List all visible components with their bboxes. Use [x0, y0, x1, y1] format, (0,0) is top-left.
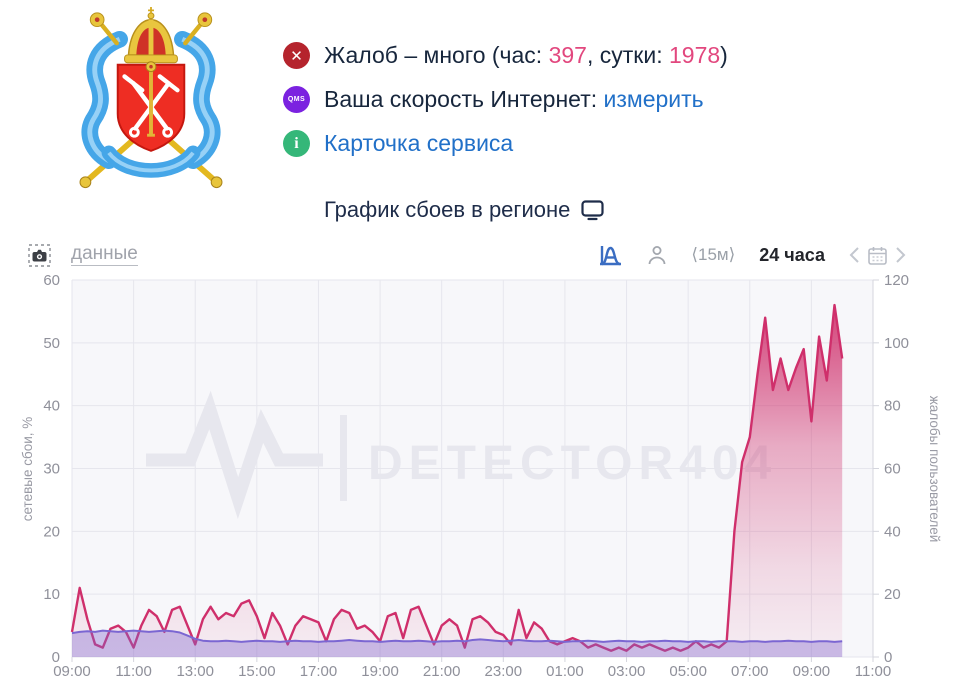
prev-day-button[interactable] [849, 246, 860, 264]
right-axis-tick-label: 120 [884, 272, 909, 289]
right-axis-tick-label: 20 [884, 586, 901, 603]
left-axis-tick-label: 20 [43, 523, 60, 540]
alert-glyph: ✕ [290, 47, 303, 65]
watermark: DETECTOR404 [146, 390, 777, 519]
watermark-divider [340, 415, 347, 501]
complaints-status-row: ✕ Жалоб – много (час: 397, сутки: 1978) [283, 42, 728, 69]
speedtest-text: Ваша скорость Интернет: измерить [324, 86, 704, 113]
x-axis-tick-label: 23:00 [485, 663, 523, 680]
calendar-button[interactable] [867, 245, 888, 266]
right-axis-tick-label: 80 [884, 398, 901, 415]
x-axis-tick-label: 09:00 [793, 663, 831, 680]
watermark-text: DETECTOR404 [368, 437, 777, 490]
chart-title-row: График сбоев в регионе [324, 197, 728, 223]
measure-speed-link[interactable]: измерить [603, 86, 704, 112]
left-axis-tick-label: 50 [43, 335, 60, 352]
person-icon [648, 246, 666, 265]
monitor-icon [581, 199, 604, 220]
complaints-area [72, 305, 843, 657]
qms-label: QMS [287, 96, 306, 103]
left-axis-tick-label: 10 [43, 586, 60, 603]
info-glyph: i [294, 134, 299, 152]
x-axis-tick-label: 13:00 [176, 663, 214, 680]
right-axis-tick-label: 100 [884, 335, 909, 352]
qms-icon: QMS [283, 86, 310, 113]
right-axis-tick-label: 0 [884, 649, 892, 666]
outage-chart[interactable]: DETECTOR40401020304050600204060801001200… [0, 272, 960, 693]
distribution-chart-icon [600, 246, 622, 266]
service-card-row: i Карточка сервиса [283, 130, 728, 157]
x-axis-tick-label: 19:00 [361, 663, 399, 680]
toolbar-left: данные [28, 243, 138, 267]
complaints-mid: , сутки: [586, 42, 669, 68]
left-axis-tick-label: 30 [43, 461, 60, 478]
user-reports-button[interactable] [647, 244, 667, 266]
chevron-left-icon [849, 247, 859, 263]
x-axis-tick-label: 11:00 [115, 663, 151, 680]
complaints-status-text: Жалоб – много (час: 397, сутки: 1978) [324, 42, 728, 69]
pulse-icon [146, 390, 323, 519]
spb-coat-of-arms [56, 6, 246, 192]
info-icon: i [283, 130, 310, 157]
axis-titles: сетевые сбои, % жалобы пользователей [20, 396, 942, 543]
right-axis-title: жалобы пользователей [927, 396, 942, 543]
left-axis-tick-label: 0 [52, 649, 60, 666]
service-card-link[interactable]: Карточка сервиса [324, 130, 514, 156]
screenshot-button[interactable] [28, 243, 51, 267]
time-range-selector[interactable]: 24 часа [759, 244, 825, 265]
chart-toolbar: данные ⟨15м⟩ 24 часа [28, 238, 906, 272]
left-axis-tick-label: 60 [43, 272, 60, 289]
right-axis-tick-label: 60 [884, 461, 901, 478]
axis-labels: 0 10 20 30 40 50 60 0 20 40 60 80 100 120 09:00 11:00 13… [43, 272, 909, 680]
complaints-per-day: 1978 [668, 42, 721, 68]
next-day-button[interactable] [895, 246, 906, 264]
calendar-icon [868, 246, 887, 265]
service-card-text: Карточка сервиса [324, 130, 513, 157]
complaints-prefix: Жалоб – много (час: [324, 42, 549, 68]
x-axis-tick-label: 05:00 [669, 663, 707, 680]
failures-area [72, 630, 843, 657]
axis-ticks [71, 279, 879, 662]
interval-selector[interactable]: ⟨15м⟩ [691, 245, 736, 264]
left-axis-tick-label: 40 [43, 398, 60, 415]
x-axis-tick-label: 01:00 [546, 663, 584, 680]
date-navigation [849, 245, 906, 266]
complaints-per-hour: 397 [548, 42, 587, 68]
spb-coat-of-arms-image [79, 6, 223, 189]
x-axis-tick-label: 07:00 [731, 663, 769, 680]
data-link[interactable]: данные [71, 243, 138, 266]
x-axis-tick-label: 17:00 [300, 663, 338, 680]
x-axis-tick-label: 15:00 [238, 663, 276, 680]
chevron-right-icon [896, 247, 906, 263]
distribution-view-button[interactable] [597, 243, 623, 267]
x-axis-tick-label: 09:00 [53, 663, 91, 680]
left-axis-title: сетевые сбои, % [20, 417, 35, 522]
toolbar-right: ⟨15м⟩ 24 часа [597, 243, 906, 267]
alert-icon: ✕ [283, 42, 310, 69]
speedtest-row: QMS Ваша скорость Интернет: измерить [283, 86, 728, 113]
chart-title: График сбоев в регионе [324, 197, 571, 222]
status-block: ✕ Жалоб – много (час: 397, сутки: 1978) … [283, 42, 728, 223]
x-axis-tick-label: 21:00 [423, 663, 461, 680]
complaints-suffix: ) [720, 42, 728, 68]
complaints-line [70, 303, 844, 652]
failures-line [71, 629, 843, 643]
camera-icon [28, 243, 51, 267]
x-axis-tick-label: 11:00 [855, 663, 891, 680]
right-axis-tick-label: 40 [884, 523, 901, 540]
speedtest-label: Ваша скорость Интернет: [324, 86, 604, 112]
x-axis-tick-label: 03:00 [608, 663, 646, 680]
